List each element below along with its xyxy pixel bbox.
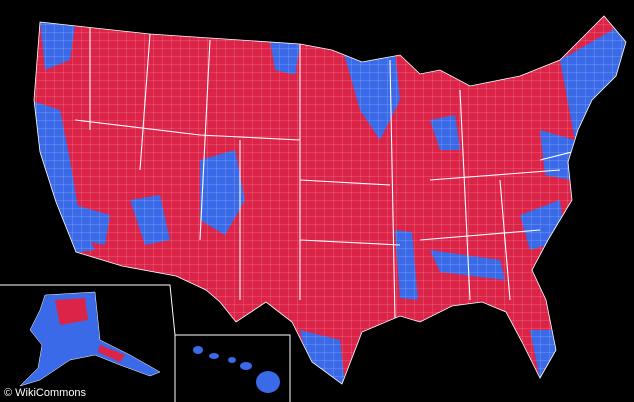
hawaii xyxy=(193,346,280,393)
alaska xyxy=(19,291,161,387)
alaska-inset-border xyxy=(0,284,176,402)
hawaii-inset-border xyxy=(175,334,291,402)
state-lines xyxy=(74,28,581,321)
credit: © WikiCommons xyxy=(4,387,87,399)
